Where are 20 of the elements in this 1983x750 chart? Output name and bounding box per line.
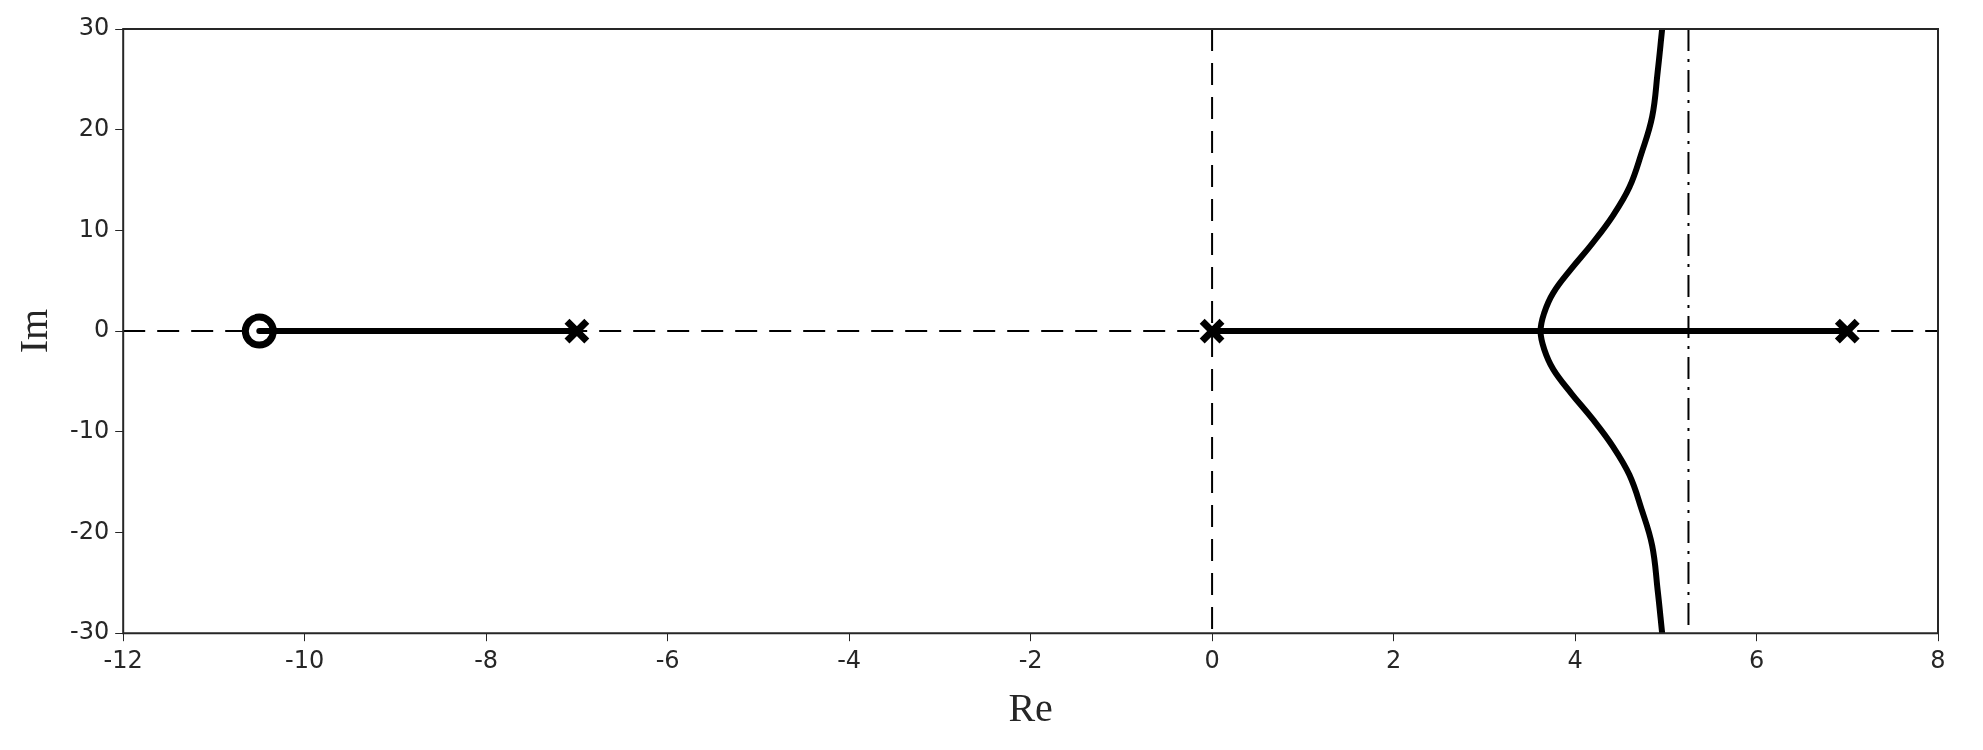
x-tick-label: 0 xyxy=(1204,645,1220,674)
y-tick-label: 0 xyxy=(93,315,110,344)
x-tick-label: 6 xyxy=(1748,645,1765,674)
x-tick-label: -12 xyxy=(103,645,143,674)
x-tick-label: -10 xyxy=(285,645,325,674)
x-tick-label: -2 xyxy=(1018,645,1043,674)
x-tick-label: 8 xyxy=(1930,645,1946,674)
y-tick-label: 20 xyxy=(78,113,110,142)
x-tick-label: -4 xyxy=(837,645,862,674)
y-tick-label: -10 xyxy=(70,416,110,445)
y-tick-label: -20 xyxy=(70,516,110,545)
y-tick-label: -30 xyxy=(70,617,110,646)
y-tick-label: 30 xyxy=(78,13,110,42)
x-tick-label: -8 xyxy=(474,645,499,674)
x-tick-label: 2 xyxy=(1385,645,1402,674)
y-tick-label: 10 xyxy=(78,214,110,243)
x-axis-title: Re xyxy=(1008,684,1053,730)
y-axis-title: Im xyxy=(10,308,56,354)
x-tick-label: -6 xyxy=(655,645,680,674)
x-tick-label: 4 xyxy=(1567,645,1583,674)
